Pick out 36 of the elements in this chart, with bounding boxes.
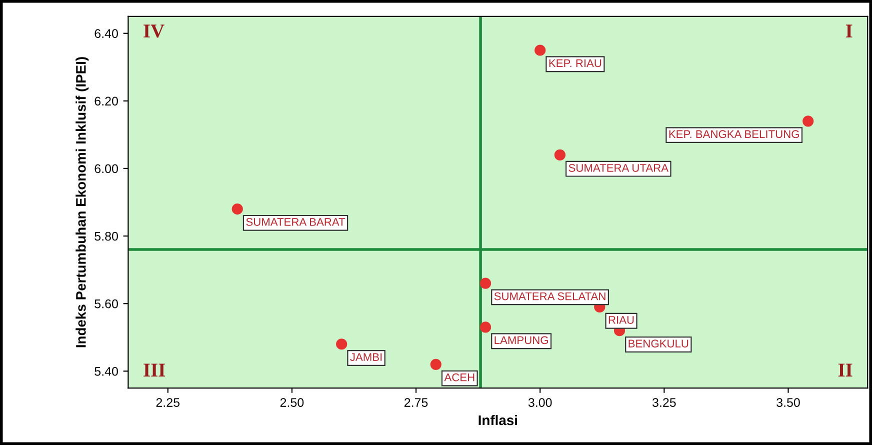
point [480,322,492,333]
y-tick-label: 6.40 [94,29,118,38]
x-tick-label: 2.25 [156,398,180,407]
point [534,44,546,56]
point [554,149,566,161]
annotation: LAMPUNG [494,336,548,344]
point [232,203,243,215]
annotation: KEP. RIAU [549,59,602,68]
annotation: III [144,364,166,376]
annotation: ACEH [444,373,474,382]
point [480,278,492,289]
annotation: JAMBI [350,353,382,361]
y-tick-label: 5.60 [94,299,118,308]
point [336,338,348,350]
annotation: KEP. BANGKA BELITUNG [669,130,799,138]
x-tick-label: 3.25 [652,398,676,407]
x-axis-title: Inflasi [478,414,517,426]
annotation: SUMATERA BARAT [246,218,346,226]
point [430,358,442,370]
annotation: I [846,24,852,38]
x-tick-label: 3.50 [776,398,800,407]
annotation: IV [144,24,164,38]
x-tick-label: 3.00 [528,398,552,407]
y-tick-label: 6.20 [94,96,118,106]
annotation: BENGKULU [628,340,688,348]
y-tick-label: 6.00 [94,164,118,174]
annotation: II [838,364,852,376]
point [802,116,814,127]
y-tick-label: 5.40 [94,366,118,376]
x-tick-label: 2.50 [280,398,304,407]
x-tick-label: 2.75 [404,398,428,407]
y-tick-label: 5.80 [94,232,118,241]
annotation: RIAU [608,316,634,324]
y-axis-title: Indeks Pertumbuhan Ekonomi Inklusif (IPEI) [76,57,89,348]
annotation: SUMATERA UTARA [568,164,668,172]
annotation: SUMATERA SELATAN [494,292,606,300]
